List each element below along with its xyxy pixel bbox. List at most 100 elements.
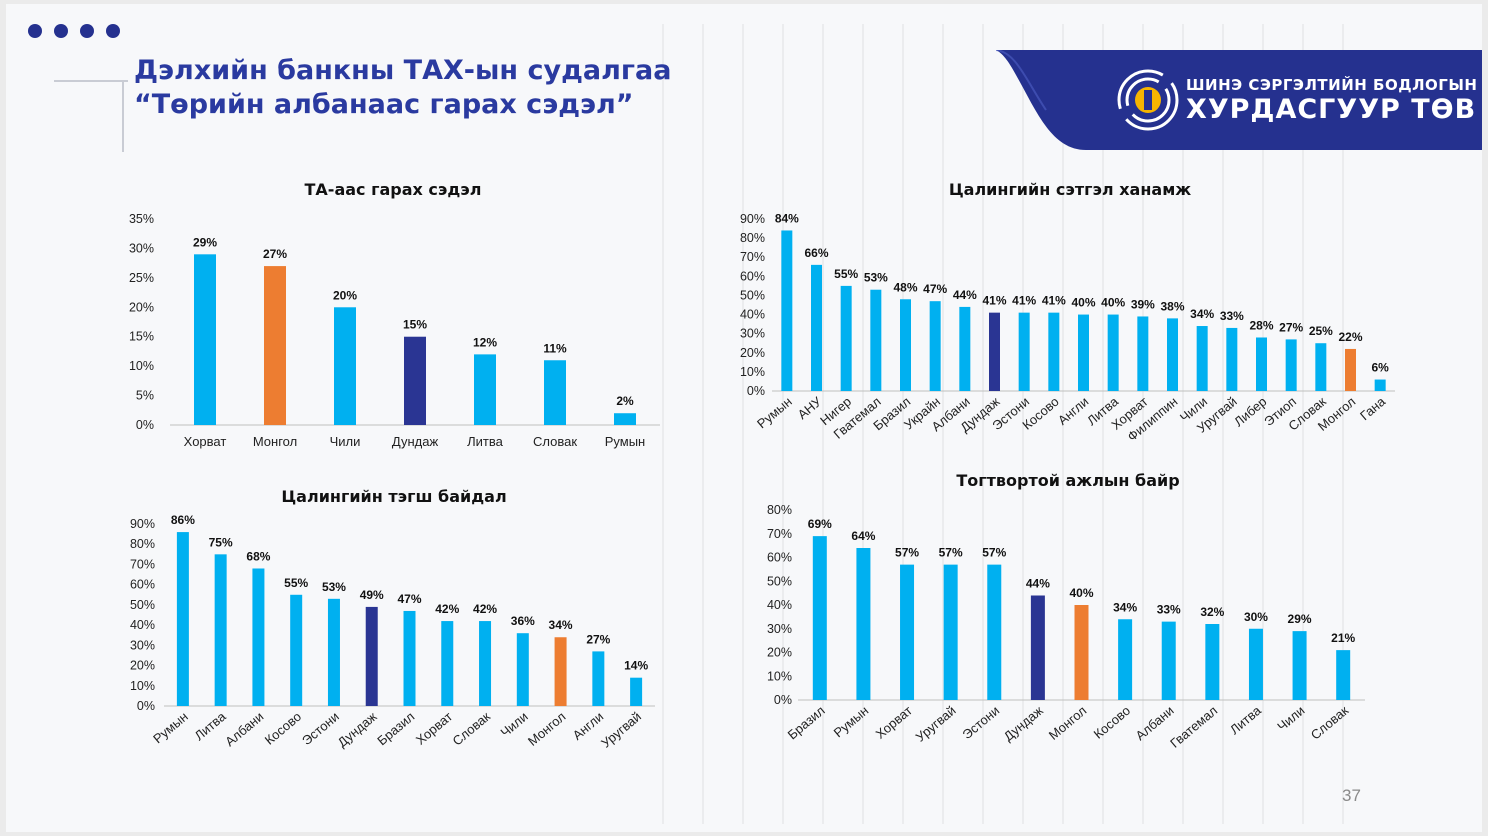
bar: [474, 354, 496, 425]
data-label: 57%: [982, 546, 1006, 560]
category-label: Дундаж: [335, 709, 380, 750]
bar: [290, 594, 303, 706]
y-tick-label: 70%: [130, 557, 155, 571]
y-tick-label: 70%: [740, 250, 765, 264]
category-label: Литва: [467, 434, 504, 449]
y-tick-label: 90%: [740, 212, 765, 226]
bar: [252, 568, 265, 706]
y-tick-label: 0%: [137, 699, 155, 713]
y-tick-label: 10%: [767, 669, 792, 683]
data-label: 38%: [1160, 299, 1184, 313]
category-label: Монгол: [1046, 703, 1090, 743]
data-label: 40%: [1069, 586, 1093, 600]
data-label: 47%: [923, 282, 947, 296]
category-label: Румын: [605, 434, 646, 449]
category-label: Англи: [1055, 394, 1092, 428]
category-label: Хорват: [184, 434, 227, 449]
bar: [1167, 318, 1178, 391]
data-label: 6%: [1371, 361, 1389, 375]
category-label: Словак: [533, 434, 577, 449]
category-label: Литва: [1227, 702, 1265, 737]
category-label: Уругвай: [598, 709, 644, 751]
y-tick-label: 35%: [129, 212, 154, 226]
bar: [264, 266, 286, 425]
bar: [1292, 631, 1307, 700]
dot-icon: [54, 24, 68, 38]
y-tick-label: 30%: [130, 638, 155, 652]
data-label: 53%: [322, 580, 346, 594]
background-building-pattern: [662, 24, 1362, 824]
data-label: 42%: [473, 602, 497, 616]
chart-title: Цалингийн сэтгэл ханамж: [949, 180, 1191, 199]
title-line-1: Дэлхийн банкны ТАХ-ын судалгаа: [134, 55, 672, 86]
bar: [1248, 628, 1263, 700]
bar: [856, 548, 871, 700]
bar: [1030, 595, 1045, 700]
data-label: 34%: [549, 618, 573, 632]
chart-salary-equality: Цалингийн тэгш байдал 0% 10% 20% 30% 40% 50% 60…: [130, 487, 655, 751]
y-tick-label: 60%: [130, 578, 155, 592]
y-tick-label: 20%: [130, 659, 155, 673]
category-label: Дундаж: [1001, 703, 1046, 744]
bar: [403, 610, 416, 706]
y-tick-label: 30%: [767, 622, 792, 636]
data-label: 32%: [1200, 605, 1224, 619]
chart-exit-motivation: ТА-аас гарах сэдэл 0% 5% 10% 15% 20% 25% 30% 35%…: [129, 180, 660, 449]
chart-title: ТА-аас гарах сэдэл: [305, 180, 482, 199]
bar: [943, 564, 958, 700]
data-label: 84%: [775, 211, 799, 225]
bar: [1336, 650, 1351, 700]
bar: [1345, 348, 1356, 391]
data-label: 47%: [397, 592, 421, 606]
bar: [1205, 624, 1220, 700]
data-label: 29%: [193, 235, 217, 249]
bar: [811, 264, 822, 391]
category-label: Дундаж: [392, 434, 439, 449]
bar: [441, 621, 454, 706]
bar: [554, 637, 567, 706]
data-label: 86%: [171, 513, 195, 527]
data-label: 55%: [834, 267, 858, 281]
bar: [870, 289, 882, 391]
chart-title: Цалингийн тэгш байдал: [281, 487, 506, 506]
bar: [1078, 314, 1089, 391]
category-label: Уругвай: [913, 703, 959, 745]
bar: [327, 598, 340, 706]
decor-line-horizontal: [54, 80, 128, 82]
category-label: Словак: [450, 709, 494, 749]
bar: [194, 254, 216, 425]
data-label: 55%: [284, 576, 308, 590]
bar: [900, 564, 915, 700]
bar: [544, 360, 566, 425]
bar: [614, 413, 636, 425]
y-tick-label: 0%: [774, 693, 792, 707]
chart-stable-job: Тогтвортой ажлын байр 0% 10% 20% 30% 40% 50% 60…: [767, 471, 1365, 751]
data-label: 41%: [1012, 294, 1036, 308]
bar: [365, 606, 378, 706]
data-label: 27%: [263, 247, 287, 261]
y-tick-label: 20%: [740, 346, 765, 360]
data-label: 41%: [1042, 294, 1066, 308]
data-label: 42%: [435, 602, 459, 616]
category-label: Либер: [1231, 394, 1269, 430]
y-tick-label: 40%: [767, 598, 792, 612]
bar: [1048, 312, 1060, 391]
category-label: Чили: [330, 434, 361, 449]
y-tick-label: 70%: [767, 527, 792, 541]
y-tick-label: 60%: [740, 269, 765, 283]
bar: [1137, 316, 1149, 391]
bar: [1161, 621, 1176, 700]
bar: [516, 633, 529, 706]
page-number: 37: [1342, 786, 1361, 805]
data-label: 2%: [616, 394, 634, 408]
bar: [812, 536, 827, 700]
category-label: Бразил: [785, 703, 828, 743]
data-label: 36%: [511, 614, 535, 628]
data-label: 40%: [1071, 296, 1095, 310]
bar: [1285, 339, 1297, 391]
bar: [1074, 605, 1089, 700]
category-label: Румын: [754, 394, 795, 432]
data-label: 15%: [403, 318, 427, 332]
data-label: 75%: [209, 535, 233, 549]
data-label: 44%: [953, 288, 977, 302]
